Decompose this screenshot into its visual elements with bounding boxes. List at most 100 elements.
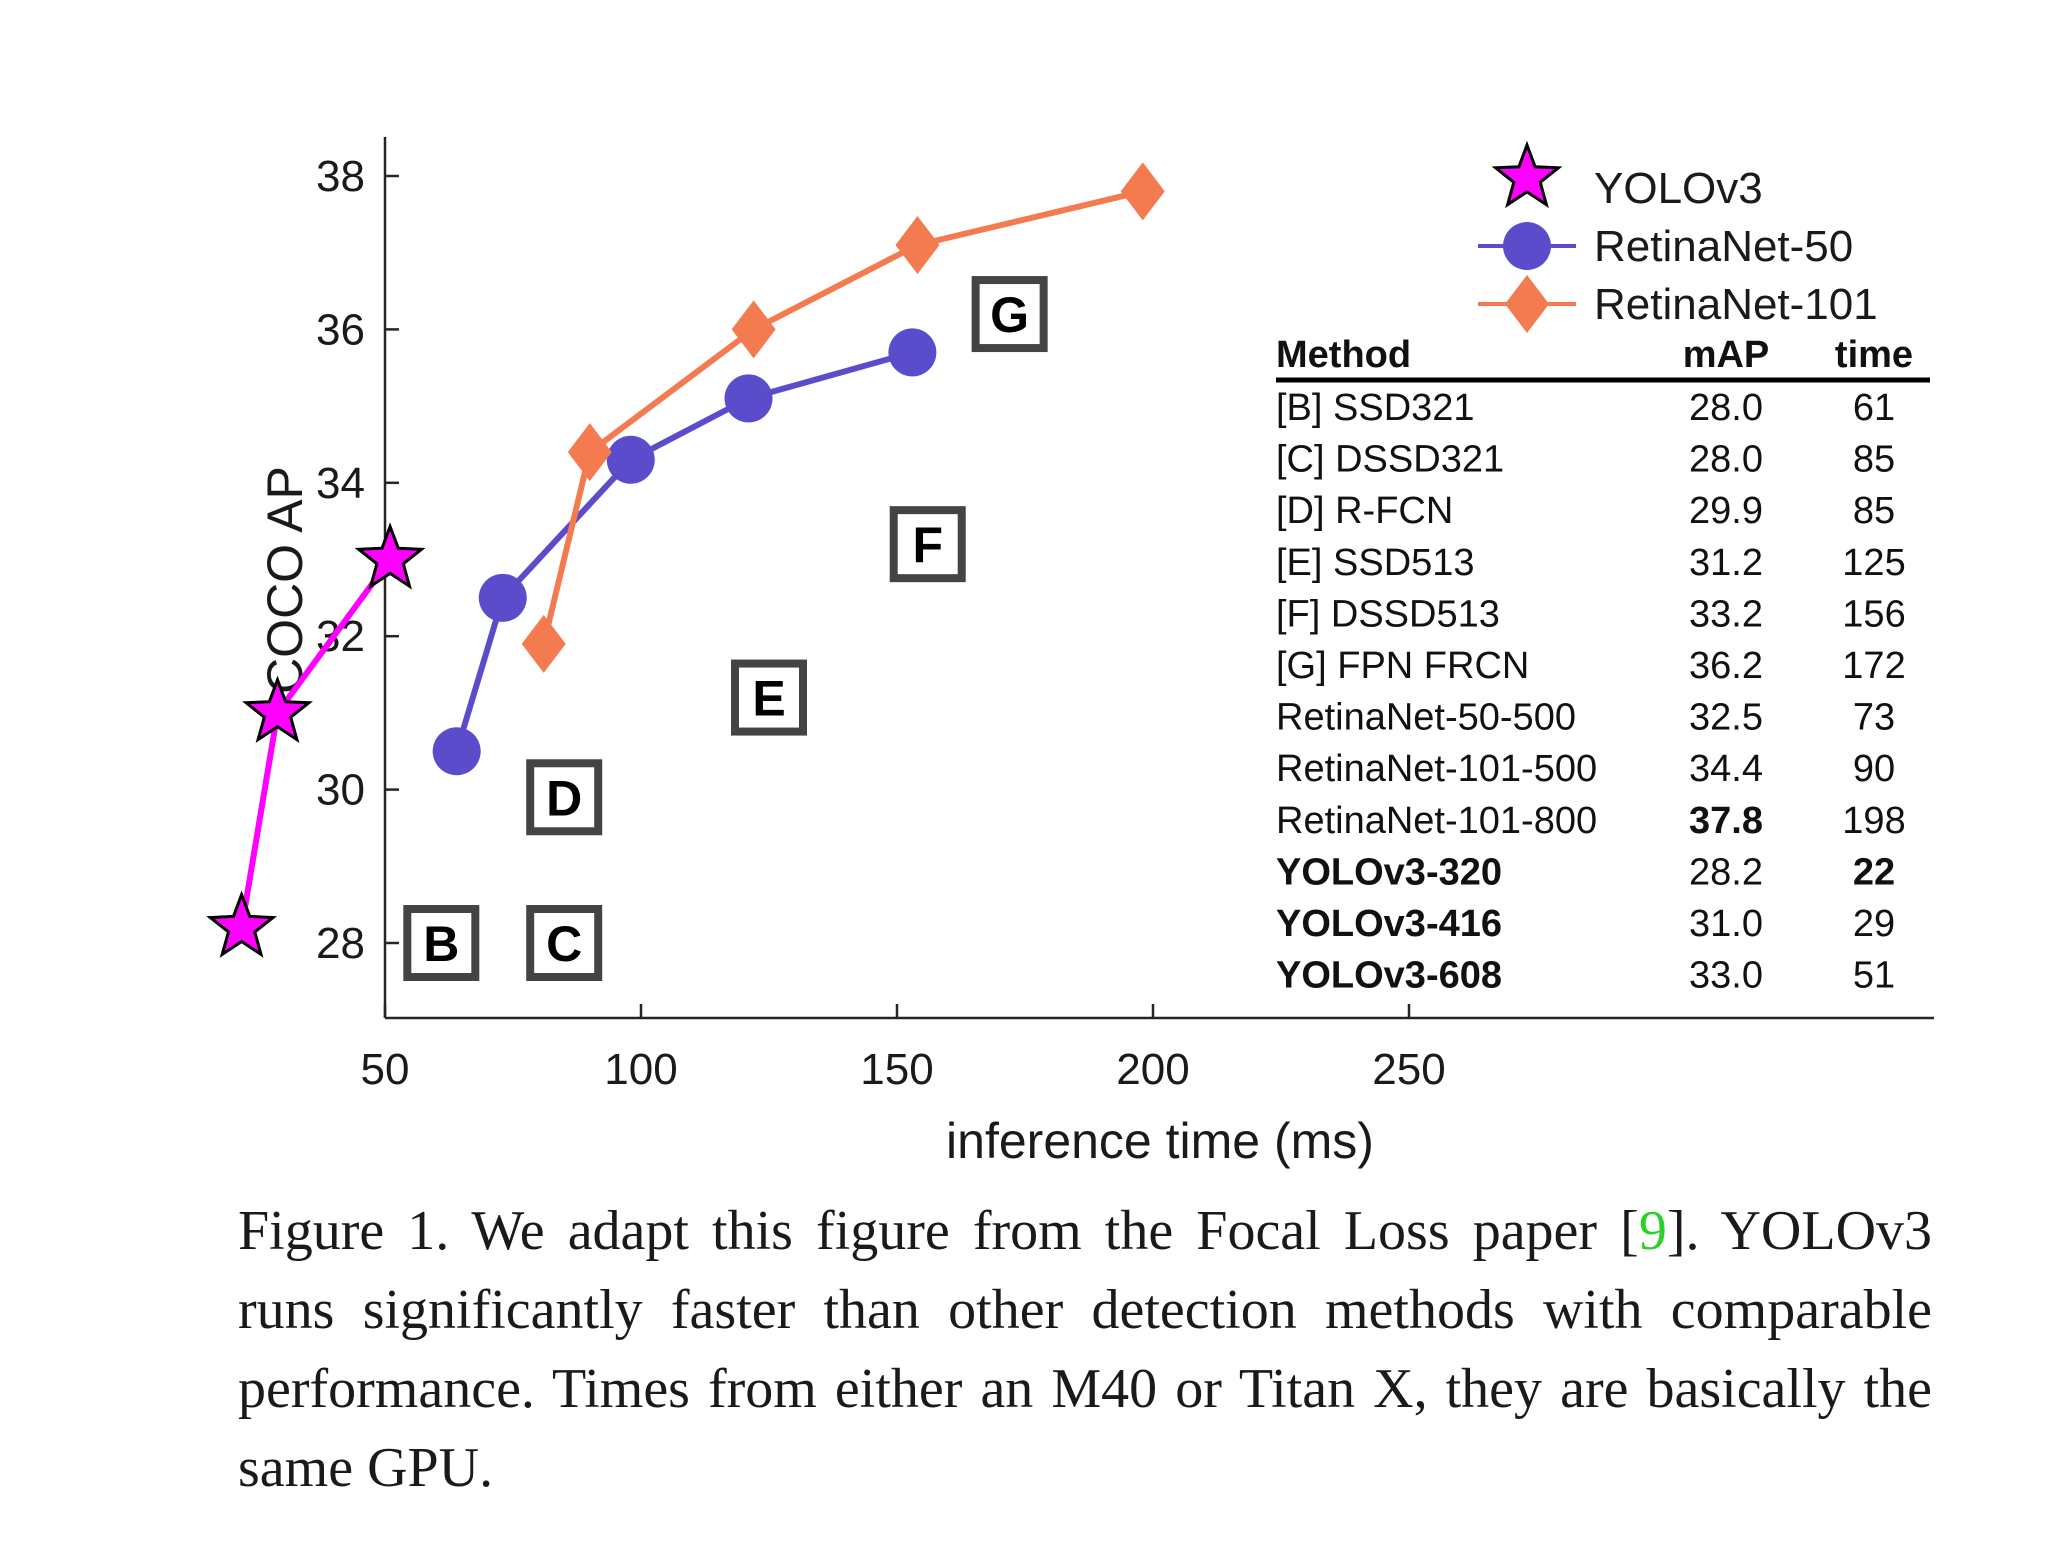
x-tick-label: 200: [1116, 1045, 1189, 1094]
table-row: [E] SSD513 31.2 125: [1276, 542, 1906, 584]
table-header-map: mAP: [1683, 334, 1770, 376]
table-cell-method: RetinaNet-50-500: [1276, 697, 1576, 739]
table-cell-time: 85: [1853, 490, 1895, 532]
table-cell-time: 29: [1853, 903, 1895, 945]
method-box-label: C: [546, 916, 582, 972]
table-row: [F] DSSD513 33.2 156: [1276, 593, 1906, 635]
data-point-circle: [724, 374, 773, 423]
method-box-frame: [731, 659, 807, 736]
method-box-e: E: [731, 659, 807, 736]
data-point-diamond: [567, 423, 612, 482]
table-cell-map: 34.4: [1689, 748, 1763, 790]
table-row: RetinaNet-101-500 34.4 90: [1276, 748, 1895, 790]
table-row: RetinaNet-50-500 32.5 73: [1276, 697, 1895, 739]
table-cell-method: [C] DSSD321: [1276, 439, 1504, 481]
data-point-diamond: [1120, 162, 1165, 221]
method-box-label: E: [752, 671, 785, 727]
results-table: Method mAP time [B] SSD321 28.0 61 [C] DSSD321…: [1276, 334, 1930, 997]
table-cell-map: 31.2: [1689, 542, 1763, 584]
table-cell-time: 125: [1842, 542, 1905, 584]
data-point-circle: [432, 727, 481, 776]
table-cell-method: [F] DSSD513: [1276, 593, 1500, 635]
table-cell-map: 37.8: [1689, 800, 1763, 842]
table-cell-time: 51: [1853, 955, 1895, 997]
series-group: [206, 162, 1165, 958]
table-cell-time: 90: [1853, 748, 1895, 790]
data-point-diamond: [895, 216, 940, 275]
series-retinanet-50: [432, 328, 937, 776]
legend-label: YOLOv3: [1594, 164, 1763, 213]
data-point-star: [242, 675, 313, 744]
legend-marker-star: [1491, 140, 1563, 209]
caption-text-start: Figure 1. We adapt this figure from the …: [238, 1200, 1639, 1262]
legend-label: RetinaNet-50: [1594, 222, 1853, 271]
table-row: YOLOv3-608 33.0 51: [1276, 955, 1895, 997]
legend-label: RetinaNet-101: [1594, 280, 1878, 329]
table-cell-method: [E] SSD513: [1276, 542, 1475, 584]
legend-entry-yolov3: YOLOv3: [1491, 140, 1763, 213]
table-cell-map: 29.9: [1689, 490, 1763, 532]
table-cell-method: YOLOv3-416: [1276, 903, 1502, 945]
table-cell-time: 22: [1853, 851, 1895, 893]
data-point-diamond: [731, 300, 776, 359]
table-header-method: Method: [1276, 334, 1411, 376]
table-header-time: time: [1835, 334, 1913, 376]
table-cell-map: 28.0: [1689, 439, 1763, 481]
method-box-label: F: [912, 517, 943, 573]
series-yolov3: [206, 522, 426, 958]
y-tick-label: 28: [316, 919, 365, 968]
method-box-frame: [971, 276, 1048, 353]
table-cell-method: YOLOv3-608: [1276, 955, 1502, 997]
table-cell-map: 36.2: [1689, 645, 1763, 687]
method-box-frame: [403, 905, 480, 981]
method-box-frame: [889, 506, 966, 583]
table-cell-method: RetinaNet-101-800: [1276, 800, 1597, 842]
y-tick-label: 38: [316, 152, 365, 201]
method-box-g: G: [971, 276, 1048, 353]
method-box-frame: [526, 759, 603, 836]
table-row: YOLOv3-416 31.0 29: [1276, 903, 1895, 945]
legend-marker-circle: [1503, 222, 1551, 270]
table-cell-time: 198: [1842, 800, 1905, 842]
series-retinanet-101: [521, 162, 1165, 673]
method-box-c: C: [526, 905, 603, 981]
table-cell-time: 61: [1853, 387, 1895, 429]
y-tick-label: 36: [316, 305, 365, 354]
method-box-b: B: [403, 905, 480, 981]
x-tick-label: 50: [361, 1045, 410, 1094]
x-tick-label: 100: [604, 1045, 677, 1094]
x-tick-label: 150: [860, 1045, 933, 1094]
table-row: RetinaNet-101-800 37.8 198: [1276, 800, 1906, 842]
y-axis-title: COCO AP: [257, 466, 313, 694]
method-box-label: B: [423, 916, 459, 972]
table-cell-time: 172: [1842, 645, 1905, 687]
caption-text-end: ]. YOLOv3 runs significantly faster than…: [238, 1200, 1933, 1499]
y-tick-label: 34: [316, 459, 365, 508]
table-cell-method: RetinaNet-101-500: [1276, 748, 1597, 790]
method-box-frame: [526, 905, 603, 981]
method-box-label: D: [546, 770, 582, 826]
table-cell-method: [B] SSD321: [1276, 387, 1475, 429]
table-cell-method: [G] FPN FRCN: [1276, 645, 1529, 687]
figure-caption: Figure 1. We adapt this figure from the …: [238, 1192, 1932, 1508]
series-line: [453, 349, 914, 753]
table-cell-method: YOLOv3-320: [1276, 851, 1502, 893]
point-label-boxes: B C D E F G: [403, 276, 1048, 981]
table-row: [B] SSD321 28.0 61: [1276, 387, 1895, 429]
table-row: YOLOv3-320 28.2 22: [1276, 851, 1895, 893]
legend-entry-retinanet-101: RetinaNet-101: [1478, 275, 1878, 333]
data-point-star: [354, 522, 426, 590]
table-cell-map: 28.2: [1689, 851, 1763, 893]
table-cell-map: 31.0: [1689, 903, 1763, 945]
table-cell-map: 32.5: [1689, 697, 1763, 739]
data-point-star: [206, 890, 278, 958]
data-point-circle: [888, 328, 937, 377]
caption-citation-link[interactable]: 9: [1638, 1200, 1667, 1262]
data-point-circle: [478, 573, 527, 622]
method-box-label: G: [990, 287, 1029, 343]
series-line: [540, 188, 1144, 645]
table-cell-map: 33.0: [1689, 955, 1763, 997]
table-cell-time: 73: [1853, 697, 1895, 739]
table-cell-time: 156: [1842, 593, 1905, 635]
